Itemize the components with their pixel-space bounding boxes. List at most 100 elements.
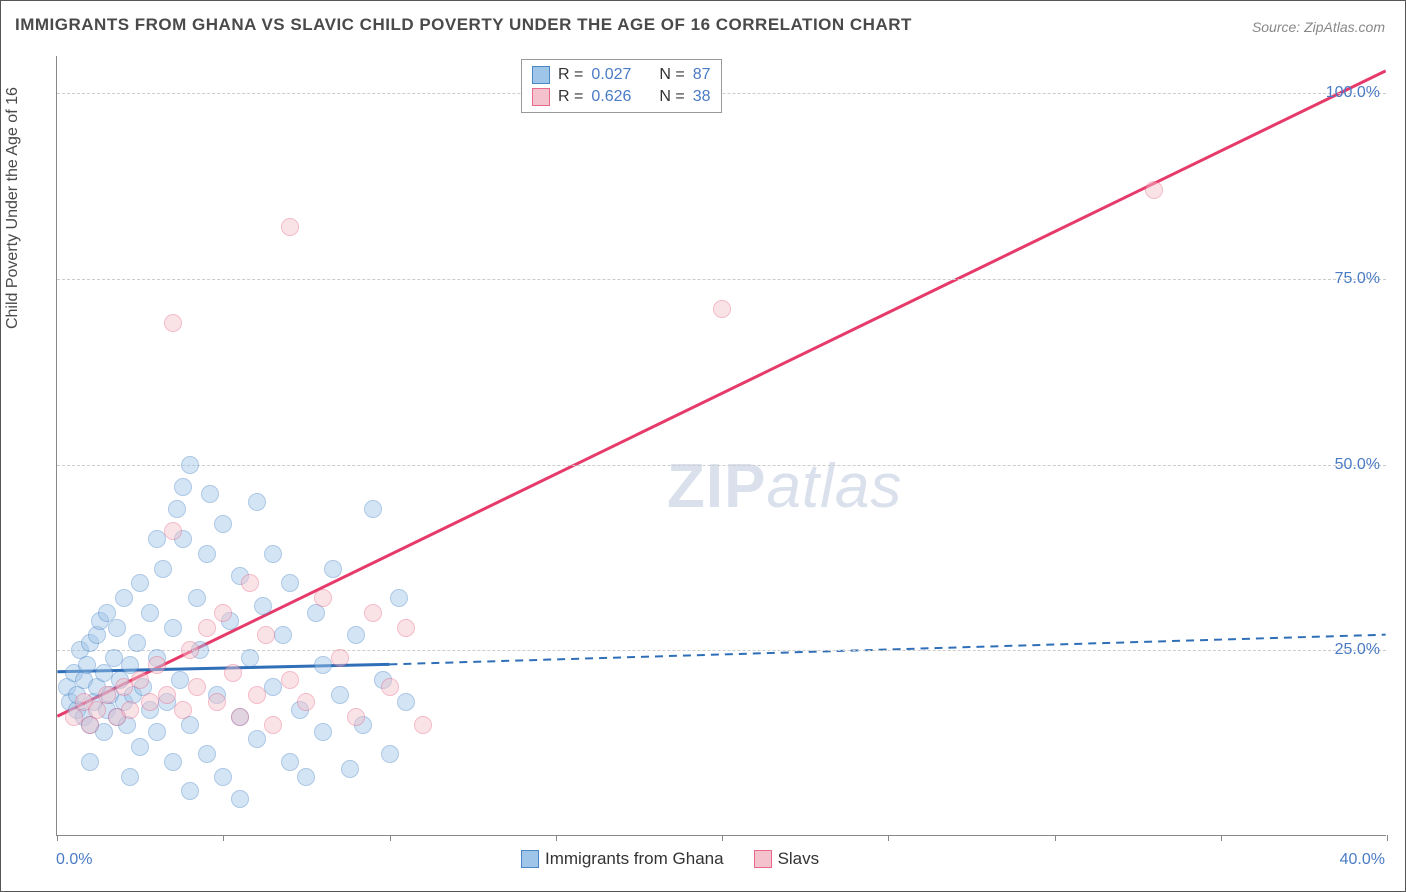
scatter-point-b bbox=[241, 574, 259, 592]
scatter-point-a bbox=[174, 478, 192, 496]
scatter-point-a bbox=[214, 768, 232, 786]
scatter-point-b bbox=[257, 626, 275, 644]
scatter-point-a bbox=[381, 745, 399, 763]
source-label: Source: ZipAtlas.com bbox=[1252, 19, 1385, 35]
scatter-point-b bbox=[297, 693, 315, 711]
gridline-horizontal bbox=[57, 279, 1386, 280]
scatter-point-b bbox=[1145, 181, 1163, 199]
scatter-point-a bbox=[164, 753, 182, 771]
scatter-point-a bbox=[364, 500, 382, 518]
scatter-point-a bbox=[281, 753, 299, 771]
watermark: ZIPatlas bbox=[667, 451, 902, 522]
scatter-point-a bbox=[248, 730, 266, 748]
scatter-point-b bbox=[397, 619, 415, 637]
scatter-point-a bbox=[154, 560, 172, 578]
y-tick-label: 50.0% bbox=[1335, 456, 1380, 474]
scatter-point-a bbox=[254, 597, 272, 615]
legend-label-b: Slavs bbox=[778, 849, 820, 869]
n-value-b: 38 bbox=[693, 88, 711, 106]
scatter-point-b bbox=[164, 522, 182, 540]
x-axis-label-end: 40.0% bbox=[1340, 851, 1385, 869]
r-value-a: 0.027 bbox=[591, 66, 631, 84]
scatter-point-a bbox=[281, 574, 299, 592]
x-tick bbox=[1221, 835, 1222, 841]
scatter-point-a bbox=[141, 604, 159, 622]
scatter-point-a bbox=[121, 768, 139, 786]
scatter-point-a bbox=[115, 589, 133, 607]
legend-item-b: Slavs bbox=[754, 849, 820, 869]
scatter-point-b bbox=[115, 678, 133, 696]
scatter-point-a bbox=[198, 745, 216, 763]
scatter-point-a bbox=[148, 723, 166, 741]
scatter-point-a bbox=[331, 686, 349, 704]
scatter-point-b bbox=[121, 701, 139, 719]
scatter-point-b bbox=[331, 649, 349, 667]
legend-label-a: Immigrants from Ghana bbox=[545, 849, 724, 869]
scatter-point-a bbox=[128, 634, 146, 652]
scatter-point-b bbox=[281, 671, 299, 689]
scatter-point-a bbox=[131, 738, 149, 756]
scatter-point-b bbox=[158, 686, 176, 704]
scatter-point-a bbox=[397, 693, 415, 711]
scatter-point-b bbox=[141, 693, 159, 711]
scatter-point-b bbox=[98, 686, 116, 704]
x-tick bbox=[223, 835, 224, 841]
n-value-a: 87 bbox=[693, 66, 711, 84]
scatter-point-a bbox=[164, 619, 182, 637]
legend-series: Immigrants from Ghana Slavs bbox=[521, 849, 839, 869]
scatter-point-b bbox=[148, 656, 166, 674]
scatter-point-b bbox=[131, 671, 149, 689]
legend-row-a: R = 0.027 N = 87 bbox=[532, 64, 711, 86]
scatter-point-a bbox=[264, 545, 282, 563]
scatter-point-b bbox=[364, 604, 382, 622]
scatter-point-a bbox=[214, 515, 232, 533]
scatter-point-a bbox=[181, 456, 199, 474]
scatter-point-b bbox=[224, 664, 242, 682]
y-tick-label: 75.0% bbox=[1335, 270, 1380, 288]
x-axis-label-start: 0.0% bbox=[56, 851, 92, 869]
scatter-point-b bbox=[713, 300, 731, 318]
chart-container: IMMIGRANTS FROM GHANA VS SLAVIC CHILD PO… bbox=[0, 0, 1406, 892]
n-label-b: N = bbox=[659, 88, 684, 106]
x-tick bbox=[556, 835, 557, 841]
scatter-point-a bbox=[264, 678, 282, 696]
scatter-point-b bbox=[174, 701, 192, 719]
scatter-point-b bbox=[264, 716, 282, 734]
legend-row-b: R = 0.626 N = 38 bbox=[532, 86, 711, 108]
scatter-point-a bbox=[188, 589, 206, 607]
scatter-point-a bbox=[78, 656, 96, 674]
legend-correlation: R = 0.027 N = 87 R = 0.626 N = 38 bbox=[521, 59, 722, 113]
scatter-point-a bbox=[341, 760, 359, 778]
scatter-point-a bbox=[148, 530, 166, 548]
scatter-point-a bbox=[201, 485, 219, 503]
x-tick bbox=[888, 835, 889, 841]
scatter-point-a bbox=[390, 589, 408, 607]
scatter-point-a bbox=[81, 753, 99, 771]
scatter-point-b bbox=[208, 693, 226, 711]
scatter-point-a bbox=[274, 626, 292, 644]
scatter-point-b bbox=[248, 686, 266, 704]
scatter-point-a bbox=[248, 493, 266, 511]
scatter-point-b bbox=[347, 708, 365, 726]
scatter-point-a bbox=[314, 656, 332, 674]
r-value-b: 0.626 bbox=[591, 88, 631, 106]
chart-title: IMMIGRANTS FROM GHANA VS SLAVIC CHILD PO… bbox=[15, 15, 912, 35]
x-tick bbox=[1387, 835, 1388, 841]
swatch-series-a-bottom bbox=[521, 850, 539, 868]
scatter-point-b bbox=[231, 708, 249, 726]
x-tick bbox=[57, 835, 58, 841]
scatter-point-b bbox=[214, 604, 232, 622]
plot-area: ZIPatlas 25.0%50.0%75.0%100.0% bbox=[56, 56, 1386, 836]
scatter-point-a bbox=[198, 545, 216, 563]
swatch-series-b bbox=[532, 88, 550, 106]
watermark-atlas: atlas bbox=[766, 452, 902, 521]
scatter-point-a bbox=[171, 671, 189, 689]
gridline-horizontal bbox=[57, 465, 1386, 466]
scatter-point-b bbox=[314, 589, 332, 607]
scatter-point-b bbox=[414, 716, 432, 734]
regression-lines-svg bbox=[57, 56, 1386, 835]
scatter-point-b bbox=[381, 678, 399, 696]
scatter-point-a bbox=[231, 790, 249, 808]
y-axis-title: Child Poverty Under the Age of 16 bbox=[4, 87, 22, 329]
scatter-point-a bbox=[108, 619, 126, 637]
